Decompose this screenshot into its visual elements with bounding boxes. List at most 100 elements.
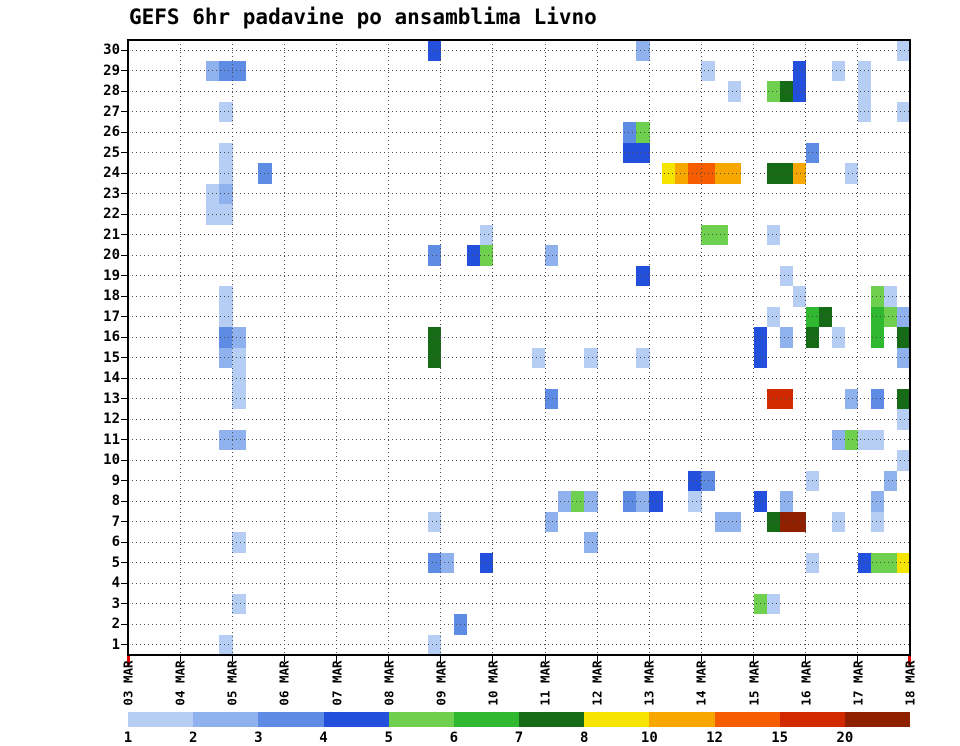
- y-tick-label-14: 14: [103, 370, 120, 387]
- x-tick-label-13: 16 MAR: [798, 660, 814, 706]
- y-tick-29: [121, 70, 128, 72]
- y-tick-20: [121, 254, 128, 256]
- x-tick-7: [492, 655, 494, 662]
- y-tick-22: [121, 213, 128, 215]
- y-tick-label-2: 2: [111, 616, 120, 633]
- y-tick-label-16: 16: [103, 329, 120, 346]
- y-tick-label-4: 4: [111, 575, 120, 592]
- gridline-v-13: [805, 40, 807, 655]
- y-tick-24: [121, 172, 128, 174]
- x-tick-2: [231, 655, 233, 662]
- y-tick-label-28: 28: [103, 83, 120, 100]
- colorbar-label-4: 4: [319, 730, 328, 746]
- gridline-h-28: [128, 90, 910, 92]
- chart-title: GEFS 6hr padavine po ansamblima Livno: [129, 5, 597, 29]
- gridline-h-27: [128, 111, 910, 113]
- gridline-h-4: [128, 582, 910, 584]
- x-tick-label-9: 12 MAR: [589, 660, 605, 706]
- colorbar-segment-4: [323, 712, 390, 727]
- colorbar-label-3: 3: [254, 730, 263, 746]
- gridline-v-8: [544, 40, 546, 655]
- y-tick-8: [121, 500, 128, 502]
- y-tick-23: [121, 193, 128, 195]
- x-tick-13: [805, 655, 807, 662]
- y-tick-label-27: 27: [103, 103, 120, 120]
- y-tick-26: [121, 131, 128, 133]
- gridline-h-8: [128, 500, 910, 502]
- y-tick-label-15: 15: [103, 349, 120, 366]
- y-tick-16: [121, 336, 128, 338]
- y-tick-13: [121, 398, 128, 400]
- y-tick-label-18: 18: [103, 288, 120, 305]
- time-axis-end-marker: [908, 656, 911, 665]
- colorbar-segment-8: [584, 712, 650, 727]
- y-tick-2: [121, 623, 128, 625]
- gridline-h-29: [128, 70, 910, 72]
- colorbar-label-6: 6: [449, 730, 459, 746]
- colorbar-label-2: 2: [188, 730, 198, 746]
- gridline-h-23: [128, 193, 910, 195]
- colorbar-segment-3: [258, 712, 324, 727]
- y-tick-label-21: 21: [103, 226, 120, 243]
- x-tick-6: [440, 655, 442, 662]
- gridline-h-30: [128, 49, 910, 51]
- x-tick-label-7: 10 MAR: [485, 660, 501, 706]
- y-tick-30: [121, 49, 128, 51]
- y-tick-15: [121, 357, 128, 359]
- gridline-h-9: [128, 480, 910, 482]
- gridline-v-12: [753, 40, 755, 655]
- x-tick-label-8: 11 MAR: [537, 660, 553, 706]
- colorbar-segment-12: [714, 712, 781, 727]
- gridline-v-4: [336, 40, 338, 655]
- x-tick-label-0: 03 MAR: [120, 660, 136, 706]
- y-tick-label-29: 29: [103, 62, 120, 79]
- colorbar-label-1: 1: [123, 730, 133, 746]
- y-tick-label-24: 24: [103, 165, 120, 182]
- gridline-h-19: [128, 275, 910, 277]
- gridline-h-2: [128, 623, 910, 625]
- y-tick-21: [121, 234, 128, 236]
- y-tick-19: [121, 275, 128, 277]
- colorbar-label-20: 20: [836, 730, 854, 746]
- gridline-v-2: [231, 40, 233, 655]
- y-tick-label-11: 11: [103, 431, 120, 448]
- gridline-h-24: [128, 172, 910, 174]
- colorbar-label-5: 5: [384, 730, 393, 746]
- y-tick-label-6: 6: [111, 534, 120, 551]
- x-tick-11: [700, 655, 702, 662]
- y-tick-label-20: 20: [103, 247, 120, 264]
- x-tick-1: [179, 655, 181, 662]
- x-tick-label-4: 07 MAR: [329, 660, 345, 706]
- x-tick-14: [857, 655, 859, 662]
- x-tick-label-6: 09 MAR: [433, 660, 449, 706]
- colorbar-label-7: 7: [514, 730, 524, 746]
- x-tick-label-15: 18 MAR: [902, 660, 918, 706]
- x-tick-3: [283, 655, 285, 662]
- gridline-h-11: [128, 439, 910, 441]
- x-tick-8: [544, 655, 546, 662]
- y-tick-label-5: 5: [111, 554, 120, 571]
- gridline-h-10: [128, 459, 910, 461]
- y-tick-label-25: 25: [103, 144, 120, 161]
- y-tick-label-1: 1: [111, 636, 120, 653]
- y-tick-label-23: 23: [103, 185, 120, 202]
- colorbar-segment-6: [453, 712, 520, 727]
- x-tick-label-1: 04 MAR: [172, 660, 188, 706]
- colorbar-segment-10: [649, 712, 715, 727]
- y-tick-label-26: 26: [103, 124, 120, 141]
- gridline-v-1: [179, 40, 181, 655]
- colorbar-segment-1: [128, 712, 194, 727]
- gridline-h-22: [128, 213, 910, 215]
- colorbar-label-15: 15: [771, 730, 789, 746]
- gridline-v-7: [492, 40, 494, 655]
- gridline-v-14: [857, 40, 859, 655]
- y-tick-18: [121, 295, 128, 297]
- gridline-v-10: [648, 40, 650, 655]
- y-tick-5: [121, 562, 128, 564]
- x-tick-label-14: 17 MAR: [850, 660, 866, 706]
- x-tick-5: [388, 655, 390, 662]
- y-tick-14: [121, 377, 128, 379]
- colorbar-segment-20: [844, 712, 911, 727]
- y-tick-27: [121, 111, 128, 113]
